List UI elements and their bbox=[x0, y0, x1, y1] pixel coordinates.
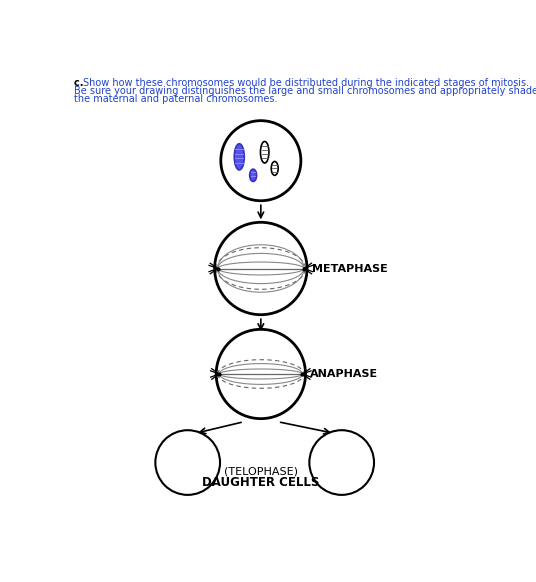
Circle shape bbox=[155, 430, 220, 495]
Ellipse shape bbox=[234, 144, 244, 170]
Ellipse shape bbox=[260, 141, 269, 163]
Circle shape bbox=[309, 430, 374, 495]
Text: METAPHASE: METAPHASE bbox=[311, 264, 388, 274]
Text: (TELOPHASE): (TELOPHASE) bbox=[224, 466, 298, 477]
Circle shape bbox=[214, 222, 307, 315]
Text: the maternal and paternal chromosomes.: the maternal and paternal chromosomes. bbox=[75, 94, 278, 105]
Text: DAUGHTER CELLS: DAUGHTER CELLS bbox=[202, 475, 319, 489]
Text: Be sure your drawing distinguishes the large and small chromosomes and appropria: Be sure your drawing distinguishes the l… bbox=[75, 86, 536, 96]
Text: c.: c. bbox=[75, 77, 87, 87]
Text: ANAPHASE: ANAPHASE bbox=[310, 369, 378, 379]
Ellipse shape bbox=[250, 169, 257, 182]
Text: Show how these chromosomes would be distributed during the indicated stages of m: Show how these chromosomes would be dist… bbox=[83, 77, 529, 87]
Circle shape bbox=[216, 329, 306, 418]
Circle shape bbox=[221, 120, 301, 201]
Ellipse shape bbox=[271, 161, 278, 175]
